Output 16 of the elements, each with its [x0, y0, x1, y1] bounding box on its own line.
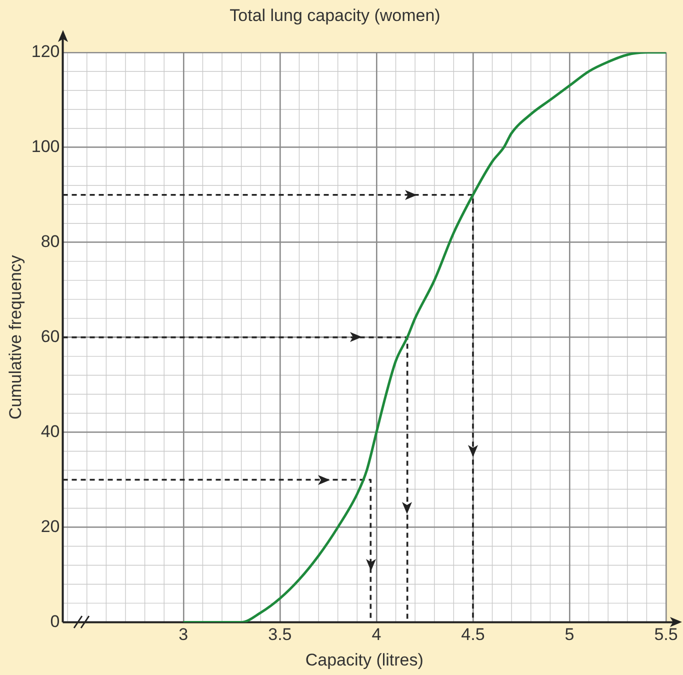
y-tick-label: 60 — [40, 326, 60, 346]
y-tick-label: 20 — [40, 516, 60, 536]
y-tick-label: 80 — [40, 232, 60, 252]
y-tick-label: 120 — [31, 42, 60, 62]
y-tick-label: 100 — [31, 137, 60, 156]
x-tick-label: 4 — [372, 625, 382, 644]
x-tick-label: 3 — [178, 625, 188, 644]
x-tick-label: 5.5 — [654, 625, 678, 644]
x-tick-label: 5 — [564, 625, 574, 644]
chart-title: Total lung capacity (women) — [230, 6, 440, 25]
x-tick-label: 4.5 — [461, 625, 485, 644]
y-tick-label: 40 — [40, 422, 60, 441]
x-tick-label: 3.5 — [268, 625, 292, 644]
y-tick-label: 0 — [50, 612, 60, 631]
x-axis-title: Capacity (litres) — [305, 650, 424, 670]
y-axis-title: Cumulative frequency — [6, 254, 25, 420]
